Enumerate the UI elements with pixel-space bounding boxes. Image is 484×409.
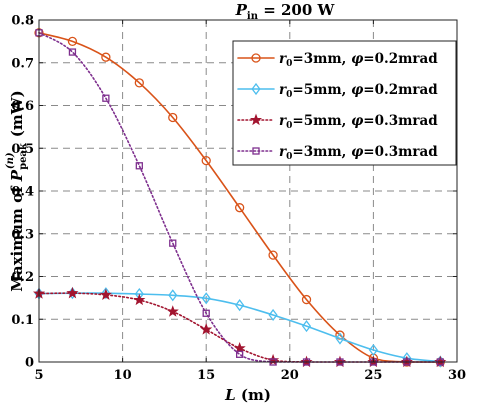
data-point-square (102, 94, 110, 102)
legend-marker-star (249, 113, 263, 126)
y-tick-label: 0.6 (11, 99, 34, 114)
data-point-diamond (168, 289, 178, 302)
data-point-circle (201, 155, 211, 166)
data-point-square (68, 48, 77, 56)
legend-item: r0=5mm, φ=0.3mrad (237, 113, 438, 131)
data-point-star (66, 286, 79, 299)
data-point-square (202, 309, 210, 317)
data-point-diamond (201, 292, 211, 305)
data-point-square (235, 350, 244, 358)
x-axis-label: L (m) (224, 386, 271, 404)
y-axis-label: Maximum of Ppeak(n) (mW) (5, 90, 29, 291)
data-point-diamond (101, 287, 111, 300)
data-point-circle (168, 112, 178, 123)
data-point-star (400, 355, 413, 368)
legend-item: r0=3mm, φ=0.3mrad (237, 144, 438, 162)
data-point-diamond (301, 320, 312, 333)
chart-title: Pin = 200 W (235, 1, 336, 22)
data-point-diamond (235, 299, 245, 312)
legend-label: r0=3mm, φ=0.3mrad (279, 144, 438, 162)
data-point-diamond (268, 308, 278, 322)
y-tick-label: 0.2 (11, 270, 34, 285)
y-tick-label: 0.5 (11, 142, 34, 157)
data-point-square (169, 239, 177, 247)
data-point-circle (101, 52, 111, 62)
x-tick-label: 30 (448, 368, 466, 383)
legend-item: r0=5mm, φ=0.2mrad (237, 82, 438, 100)
data-point-square (135, 162, 143, 170)
x-tick-label: 10 (114, 368, 132, 383)
x-tick-label: 15 (197, 368, 215, 383)
data-point-diamond (368, 343, 378, 357)
data-point-circle (234, 203, 245, 213)
data-point-star (166, 305, 179, 317)
y-tick-label: 0.4 (11, 185, 34, 200)
legend-label: r0=3mm, φ=0.2mrad (279, 51, 438, 69)
y-tick-label: 0.7 (11, 56, 34, 71)
data-point-circle (134, 78, 144, 88)
x-tick-label: 25 (364, 368, 382, 383)
x-tick-label: 20 (281, 368, 299, 383)
y-tick-label: 0.1 (11, 313, 34, 328)
y-tick-label: 0.8 (11, 14, 34, 29)
data-point-star (133, 293, 146, 306)
y-tick-label: 0.3 (11, 227, 34, 242)
data-point-circle (301, 294, 312, 305)
legend: r0=3mm, φ=0.2mrad r0=5mm, φ=0.2mrad r0=5mm… (232, 40, 457, 166)
data-point-circle (268, 250, 278, 260)
legend-marker-square (252, 147, 260, 155)
y-tick-label: 0 (25, 356, 34, 371)
legend-label: r0=5mm, φ=0.2mrad (279, 82, 438, 100)
data-point-circle (67, 36, 78, 47)
legend-box (232, 40, 457, 166)
data-point-star (99, 288, 112, 301)
data-point-star (300, 355, 313, 368)
data-point-star (233, 341, 246, 354)
data-point-star (200, 323, 213, 335)
legend-marker-diamond (251, 82, 261, 96)
legend-marker-circle (251, 53, 261, 63)
legend-label: r0=5mm, φ=0.3mrad (279, 113, 438, 131)
x-tick-label: 5 (34, 368, 43, 383)
axis-ticks: 5 10 15 20 25 30 0 0.1 0.2 0.3 0.4 0.5 0.6 0.7 0.8 (11, 14, 466, 384)
data-point-diamond (335, 332, 345, 345)
legend-item: r0=3mm, φ=0.2mrad (237, 51, 438, 69)
